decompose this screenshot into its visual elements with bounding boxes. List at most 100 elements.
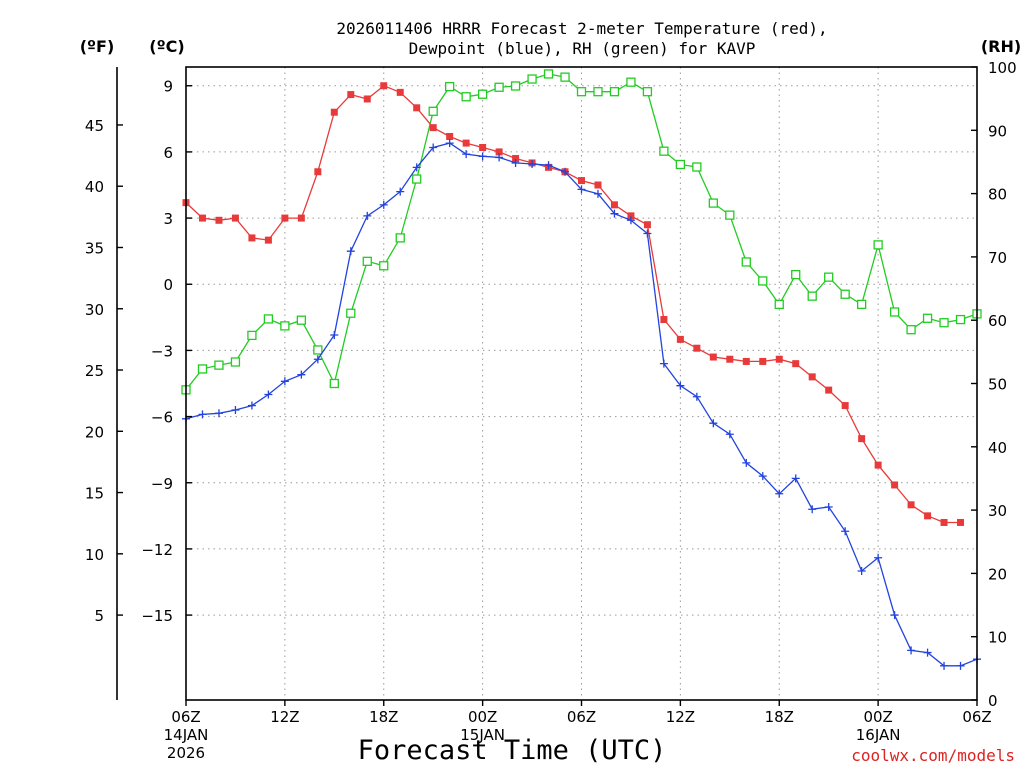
rh-point <box>675 159 686 170</box>
x-date-label: 15JAN <box>460 726 505 744</box>
temperature-point <box>446 132 454 140</box>
rh-point <box>461 92 471 102</box>
dewpoint-point <box>346 247 355 256</box>
rh-point <box>593 87 603 97</box>
rh-tick-label: 40 <box>988 439 1007 457</box>
fahrenheit-unit-label: (ºF) <box>80 37 115 56</box>
dewpoint-point <box>429 143 438 152</box>
rh-point <box>824 272 834 282</box>
grid-lines <box>186 67 977 700</box>
dewpoint-point <box>791 474 800 483</box>
rh-point <box>576 87 587 97</box>
temperature-point <box>891 481 899 489</box>
rh-point <box>659 146 669 156</box>
x-tick-label: 18Z <box>369 708 398 726</box>
temperature-point <box>578 177 585 185</box>
temperature-point <box>957 518 965 526</box>
dewpoint-point <box>297 370 306 379</box>
dewpoint-point <box>610 209 619 218</box>
rh-point <box>313 345 323 355</box>
temperature-point <box>330 108 338 116</box>
rh-point <box>939 318 949 328</box>
rh-point <box>329 378 339 389</box>
rh-point <box>395 233 405 243</box>
rh-point <box>477 89 488 99</box>
celsius-tick-label: −9 <box>151 475 173 493</box>
dewpoint-point <box>692 392 701 401</box>
rh-point <box>214 360 224 370</box>
temperature-point <box>380 82 388 90</box>
temperature-point <box>462 139 470 147</box>
celsius-tick-label: −12 <box>141 541 173 559</box>
temperature-point <box>198 214 206 222</box>
rh-point <box>692 162 702 172</box>
rh-point <box>774 299 784 310</box>
dewpoint-point <box>363 211 372 220</box>
dewpoint-point <box>593 189 602 198</box>
rh-point <box>494 82 504 92</box>
rh-tick-label: 30 <box>988 502 1007 520</box>
temperature-point <box>726 355 734 363</box>
dewpoint-point <box>528 160 537 169</box>
temperature-point <box>676 335 684 343</box>
celsius-tick-label: 6 <box>163 144 173 162</box>
temperature-point <box>429 124 437 132</box>
dewpoint-point <box>231 405 240 414</box>
temperature-point <box>907 501 915 509</box>
rh-point <box>560 72 570 82</box>
dewpoint-point <box>626 216 635 225</box>
temperature-point <box>924 512 932 520</box>
fahrenheit-tick-label: 20 <box>85 423 104 441</box>
dewpoint-point <box>857 566 866 575</box>
dewpoint-point <box>742 458 751 467</box>
rh-point <box>379 261 389 271</box>
rh-point <box>840 289 850 299</box>
temperature-point <box>759 357 767 365</box>
dewpoint-point <box>495 153 504 162</box>
rh-point <box>296 315 307 325</box>
temperature-point <box>610 201 618 209</box>
fahrenheit-tick-label: 40 <box>85 178 104 196</box>
rh-unit-label: (RH) <box>981 37 1021 56</box>
rh-point <box>609 87 620 97</box>
x-tick-label: 12Z <box>270 708 299 726</box>
rh-point <box>955 314 966 325</box>
rh-point <box>428 106 438 116</box>
temperature-point <box>825 386 833 394</box>
dewpoint-point <box>758 472 767 481</box>
dewpoint-point <box>561 167 570 176</box>
temperature-line <box>185 84 961 524</box>
chart-title-line1: 2026011406 HRRR Forecast 2-meter Tempera… <box>336 19 827 38</box>
dewpoint-point <box>676 381 685 390</box>
dewpoint-point <box>544 161 553 170</box>
rh-point <box>543 69 554 79</box>
temperature-point <box>660 316 668 324</box>
rh-tick-label: 70 <box>988 249 1007 267</box>
dewpoint-point <box>330 330 339 339</box>
dewpoint-series <box>182 139 981 670</box>
rh-tick-label: 20 <box>988 565 1007 583</box>
temperature-point <box>775 355 783 363</box>
temperature-point <box>841 402 849 410</box>
dewpoint-point <box>643 229 652 238</box>
rh-tick-label: 50 <box>988 376 1007 394</box>
fahrenheit-tick-label: 25 <box>85 362 104 380</box>
credit-link[interactable]: coolwx.com/models <box>851 746 1015 765</box>
rh-point <box>346 308 356 318</box>
dewpoint-point <box>396 187 405 196</box>
temperature-point <box>792 360 800 368</box>
temperature-point <box>248 234 256 242</box>
temperature-point <box>264 236 272 244</box>
dewpoint-point <box>412 163 421 172</box>
rh-point <box>922 313 933 323</box>
temperature-point <box>413 104 421 112</box>
rh-point <box>230 357 241 367</box>
dewpoint-point <box>659 359 668 368</box>
rh-tick-label: 100 <box>988 59 1017 77</box>
temperature-point <box>643 221 651 229</box>
temperature-point <box>215 216 223 224</box>
fahrenheit-tick-label: 15 <box>85 485 104 503</box>
dewpoint-point <box>445 139 454 148</box>
rh-point <box>856 299 867 310</box>
temperature-point <box>808 373 816 381</box>
